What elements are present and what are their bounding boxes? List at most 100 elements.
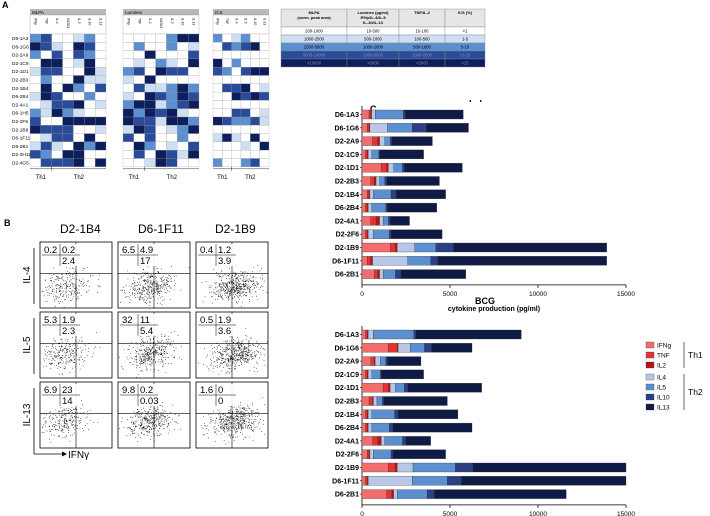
flow-event-dot xyxy=(156,289,157,291)
flow-event-dot xyxy=(232,361,234,363)
flow-event-dot xyxy=(75,416,76,418)
flow-event-dot xyxy=(81,285,83,287)
flow-event-dot xyxy=(64,415,66,417)
flow-event-dot xyxy=(50,431,51,432)
flow-event-dot xyxy=(158,420,160,422)
flow-event-dot xyxy=(226,285,228,286)
flow-event-dot xyxy=(131,283,133,285)
flow-event-dot xyxy=(47,355,49,357)
flow-event-dot xyxy=(234,429,236,431)
chart-category-label: D2-2B3 xyxy=(335,399,359,406)
flow-event-dot xyxy=(245,410,247,411)
flow-event-dot xyxy=(168,339,170,340)
flow-event-dot xyxy=(147,293,148,295)
flow-event-dot xyxy=(149,420,151,422)
flow-event-dot xyxy=(130,289,132,290)
flow-event-dot xyxy=(237,410,238,412)
flow-event-dot xyxy=(243,291,244,293)
flow-event-dot xyxy=(253,280,254,282)
flow-event-dot xyxy=(236,411,237,413)
flow-event-dot xyxy=(237,355,239,357)
flow-event-dot xyxy=(243,344,244,345)
heatmap-cell xyxy=(62,141,74,151)
flow-event-dot xyxy=(224,419,225,421)
flow-event-dot xyxy=(63,427,65,429)
flow-event-dot xyxy=(247,353,248,355)
flow-event-dot xyxy=(73,278,75,279)
flow-event-dot xyxy=(245,285,247,286)
heatmap-cell xyxy=(133,91,145,101)
flow-event-dot xyxy=(245,416,246,418)
flow-event-dot xyxy=(226,426,228,428)
flow-event-dot xyxy=(70,354,71,355)
flow-event-dot xyxy=(242,359,243,361)
flow-event-dot xyxy=(214,429,216,430)
heatmap-cell xyxy=(155,108,167,118)
flow-event-dot xyxy=(260,352,262,354)
heatmap-cell xyxy=(212,108,223,118)
flow-event-dot xyxy=(239,288,241,289)
heatmap-cell xyxy=(95,141,107,151)
flow-event-dot xyxy=(79,423,80,424)
flow-event-dot xyxy=(75,363,77,365)
flow-event-dot xyxy=(135,413,137,415)
flow-event-dot xyxy=(245,339,247,340)
flow-event-dot xyxy=(75,428,77,429)
flow-event-dot xyxy=(253,430,254,432)
flow-event-dot xyxy=(148,357,149,359)
flow-event-dot xyxy=(233,363,235,364)
flow-event-dot xyxy=(152,284,153,285)
flow-event-dot xyxy=(74,416,75,418)
flow-event-dot xyxy=(123,349,125,351)
flow-event-dot xyxy=(147,430,148,432)
flow-event-dot xyxy=(249,427,250,429)
flow-event-dot xyxy=(241,428,243,430)
flow-event-dot xyxy=(267,341,268,342)
flow-event-dot xyxy=(51,363,53,365)
flow-event-dot xyxy=(147,421,148,423)
chart-bar-segment-IL5 xyxy=(380,356,386,366)
flow-event-dot xyxy=(73,286,75,288)
flow-event-dot xyxy=(131,420,133,422)
flow-event-dot xyxy=(150,286,152,288)
flow-event-dot xyxy=(53,288,55,290)
heatmap-cell xyxy=(188,141,200,151)
flow-event-dot xyxy=(75,269,77,271)
heatmap-cell xyxy=(73,158,85,167)
flow-event-dot xyxy=(65,358,67,360)
flow-event-dot xyxy=(232,356,233,358)
flow-event-dot xyxy=(222,414,223,415)
heatmap-cell xyxy=(166,58,178,68)
heatmap-cell xyxy=(133,50,145,60)
flow-event-dot xyxy=(74,288,75,289)
flow-event-dot xyxy=(229,348,231,349)
flow-event-dot xyxy=(223,424,225,426)
flow-event-dot xyxy=(144,349,145,351)
flow-event-dot xyxy=(242,428,244,429)
flow-event-dot xyxy=(228,275,230,276)
flow-event-dot xyxy=(223,275,225,277)
flow-event-dot xyxy=(74,420,76,422)
heatmap-col-label: IL-10 xyxy=(181,18,185,25)
flow-event-dot xyxy=(217,365,218,367)
flow-event-dot xyxy=(72,353,73,354)
flow-event-dot xyxy=(230,415,232,417)
legend-table-cell-text: >15 xyxy=(461,61,469,66)
flow-event-dot xyxy=(255,277,257,279)
flow-event-dot xyxy=(241,275,243,276)
flow-event-dot xyxy=(142,434,144,435)
heatmap-col-label: IL-13 xyxy=(262,18,266,25)
flow-event-dot xyxy=(226,278,227,279)
heatmap-cell xyxy=(122,42,134,51)
heatmap-cell xyxy=(73,150,85,159)
flow-event-dot xyxy=(141,350,142,351)
flow-event-dot xyxy=(240,344,241,345)
flow-event-dot xyxy=(151,286,153,288)
flow-event-dot xyxy=(228,281,230,283)
flow-event-dot xyxy=(157,352,159,354)
flow-event-dot xyxy=(231,431,233,433)
flow-event-dot xyxy=(222,354,223,355)
heatmap-cell xyxy=(188,116,200,126)
flow-event-dot xyxy=(158,423,159,425)
flow-event-dot xyxy=(241,355,242,357)
